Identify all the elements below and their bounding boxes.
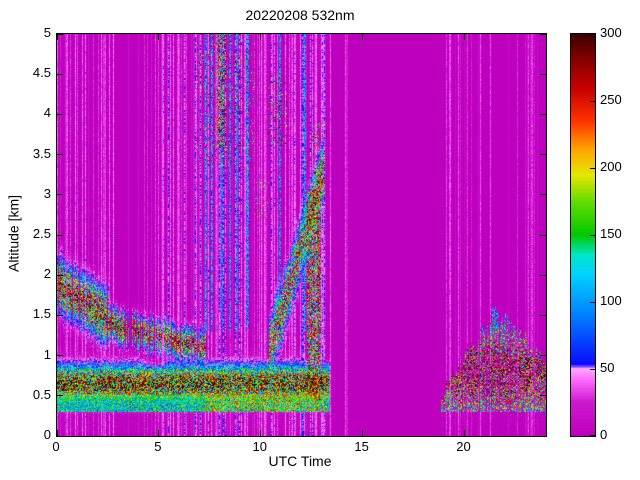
y-axis-tick bbox=[57, 314, 63, 316]
plot-area bbox=[56, 33, 547, 437]
colorbar-tick-label: 200 bbox=[600, 159, 622, 174]
y-axis-tick bbox=[57, 73, 63, 75]
y-tick-label: 2.5 bbox=[32, 226, 51, 241]
y-tick-label: 3.5 bbox=[32, 145, 51, 161]
chart-title: 20220208 532nm bbox=[245, 7, 355, 23]
colorbar-tick bbox=[590, 167, 595, 169]
x-axis-tick bbox=[158, 430, 160, 436]
colorbar-tick-label: 300 bbox=[600, 25, 622, 40]
x-axis-tick bbox=[260, 34, 262, 40]
colorbar-tick bbox=[590, 34, 595, 35]
colorbar-tick-label: 50 bbox=[600, 360, 615, 375]
y-tick-label: 0.5 bbox=[32, 386, 51, 402]
y-axis-tick bbox=[540, 154, 546, 156]
y-tick-label: 1 bbox=[43, 346, 51, 362]
y-axis-tick bbox=[57, 33, 63, 35]
x-axis-tick bbox=[56, 430, 58, 436]
y-tick-label: 4 bbox=[43, 105, 51, 121]
y-axis-tick bbox=[540, 314, 546, 316]
y-axis-tick bbox=[540, 435, 546, 437]
colorbar-tick bbox=[590, 368, 595, 370]
y-axis-tick bbox=[540, 234, 546, 236]
x-axis-tick bbox=[362, 34, 364, 40]
colorbar-tick bbox=[590, 234, 595, 236]
x-axis-tick bbox=[362, 430, 364, 436]
colorbar bbox=[570, 33, 596, 437]
y-axis-tick bbox=[540, 355, 546, 357]
x-tick-label: 0 bbox=[52, 439, 60, 454]
y-axis-tick bbox=[540, 395, 546, 397]
y-axis-tick bbox=[57, 435, 63, 437]
colorbar-tick bbox=[590, 434, 595, 436]
x-tick-label: 5 bbox=[154, 439, 162, 454]
y-axis-tick bbox=[57, 274, 63, 276]
y-tick-label: 3 bbox=[43, 185, 51, 201]
y-axis-tick bbox=[540, 274, 546, 276]
y-axis-tick bbox=[57, 154, 63, 156]
y-tick-label: 5 bbox=[43, 25, 51, 40]
x-axis-tick bbox=[158, 34, 160, 40]
x-axis-tick bbox=[464, 430, 465, 436]
colorbar-tick bbox=[590, 100, 595, 102]
y-axis-tick bbox=[57, 113, 63, 115]
x-tick-label: 20 bbox=[456, 439, 471, 454]
x-axis-tick bbox=[56, 34, 58, 40]
x-tick-label: 15 bbox=[354, 439, 369, 454]
y-tick-label: 4.5 bbox=[32, 65, 51, 81]
x-axis-label: UTC Time bbox=[268, 453, 332, 469]
y-axis-tick bbox=[540, 194, 546, 196]
y-axis-tick bbox=[57, 194, 63, 196]
x-tick-label: 10 bbox=[252, 439, 267, 454]
y-axis-tick bbox=[57, 395, 63, 397]
y-axis-tick bbox=[57, 355, 63, 357]
colorbar-tick-label: 150 bbox=[600, 226, 622, 241]
colorbar-tick-label: 250 bbox=[600, 92, 622, 107]
y-axis-tick bbox=[57, 234, 63, 236]
colorbar-tick-label: 100 bbox=[600, 293, 622, 308]
heatmap-canvas bbox=[57, 34, 546, 436]
y-axis-tick bbox=[540, 33, 546, 35]
colorbar-tick-label: 0 bbox=[600, 427, 608, 442]
y-tick-label: 2 bbox=[43, 266, 51, 282]
y-tick-label: 1.5 bbox=[32, 306, 51, 322]
y-axis-tick bbox=[540, 113, 546, 115]
y-tick-label: 0 bbox=[43, 427, 51, 442]
x-axis-tick bbox=[464, 34, 465, 40]
x-axis-tick bbox=[260, 430, 262, 436]
colorbar-tick bbox=[590, 301, 595, 303]
y-axis-tick bbox=[540, 73, 546, 75]
